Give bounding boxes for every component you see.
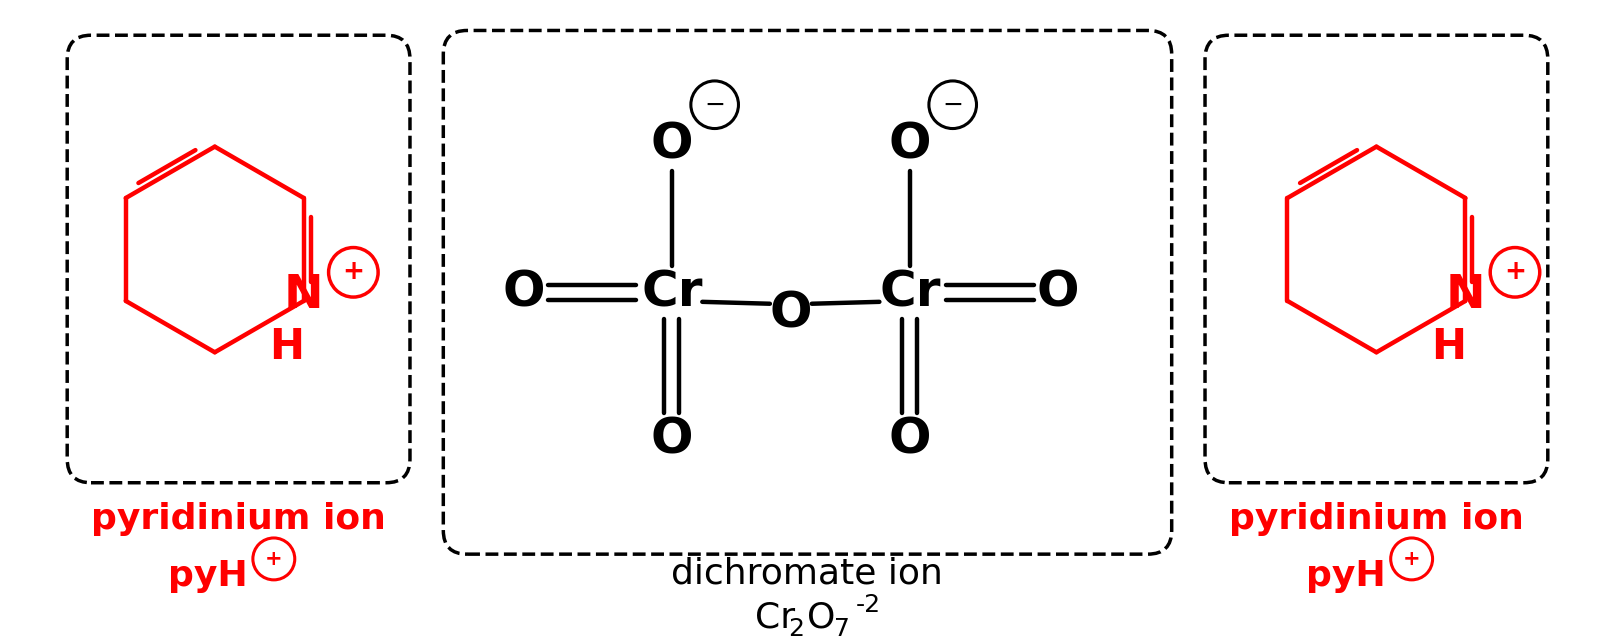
Text: +: +: [1403, 549, 1420, 569]
Text: 7: 7: [833, 617, 849, 637]
Text: pyH: pyH: [1306, 559, 1385, 593]
Text: −: −: [941, 93, 962, 117]
Text: H: H: [270, 326, 303, 368]
Text: 2: 2: [788, 617, 804, 637]
Text: Cr: Cr: [641, 268, 702, 317]
Text: -2: -2: [855, 592, 880, 617]
Text: −: −: [704, 93, 725, 117]
Text: O: O: [807, 601, 834, 635]
Text: dichromate ion: dichromate ion: [671, 556, 943, 590]
Text: O: O: [888, 416, 931, 464]
Text: pyH: pyH: [168, 559, 249, 593]
Text: O: O: [650, 121, 692, 169]
Text: +: +: [342, 259, 365, 285]
Text: O: O: [650, 416, 692, 464]
Text: H: H: [1430, 326, 1466, 368]
Text: +: +: [265, 549, 282, 569]
Text: O: O: [1036, 268, 1078, 317]
Text: N: N: [284, 273, 323, 318]
Text: O: O: [502, 268, 546, 317]
Text: O: O: [888, 121, 931, 169]
Text: +: +: [1503, 259, 1525, 285]
Text: pyridinium ion: pyridinium ion: [1228, 502, 1524, 536]
Text: O: O: [770, 289, 812, 337]
Text: Cr: Cr: [878, 268, 939, 317]
Text: N: N: [1445, 273, 1485, 318]
Text: pyridinium ion: pyridinium ion: [90, 502, 386, 536]
Text: Cr: Cr: [754, 601, 794, 635]
